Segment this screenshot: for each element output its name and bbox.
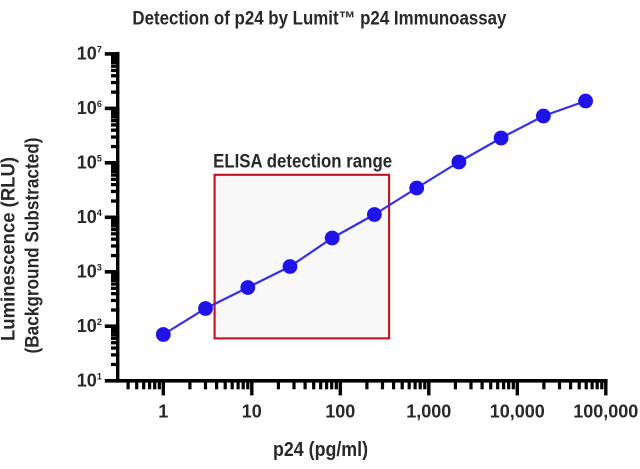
svg-text:10: 10 — [77, 153, 97, 173]
svg-text:100,000: 100,000 — [573, 401, 638, 421]
svg-text:10,000: 10,000 — [490, 401, 545, 421]
svg-text:10: 10 — [77, 370, 97, 390]
svg-text:7: 7 — [97, 45, 102, 55]
svg-text:1,000: 1,000 — [406, 401, 451, 421]
svg-text:1: 1 — [97, 371, 102, 381]
svg-text:5: 5 — [97, 153, 102, 163]
svg-text:10: 10 — [77, 98, 97, 118]
svg-text:10: 10 — [77, 207, 97, 227]
svg-text:(Background Substracted): (Background Substracted) — [23, 138, 44, 354]
svg-text:2: 2 — [97, 317, 102, 327]
svg-text:4: 4 — [97, 208, 102, 218]
svg-text:6: 6 — [97, 99, 102, 109]
svg-text:10: 10 — [77, 262, 97, 282]
svg-text:ELISA detection range: ELISA detection range — [213, 152, 392, 173]
svg-text:Luminescence (RLU): Luminescence (RLU) — [0, 157, 20, 341]
svg-text:Detection of p24 by Lumit™ p24: Detection of p24 by Lumit™ p24 Immunoass… — [132, 8, 506, 29]
svg-text:10: 10 — [77, 44, 97, 64]
svg-text:10: 10 — [77, 316, 97, 336]
svg-text:1: 1 — [158, 401, 168, 421]
svg-text:p24 (pg/ml): p24 (pg/ml) — [273, 439, 368, 461]
svg-text:100: 100 — [325, 401, 355, 421]
svg-text:10: 10 — [242, 401, 262, 421]
svg-text:3: 3 — [97, 262, 102, 272]
